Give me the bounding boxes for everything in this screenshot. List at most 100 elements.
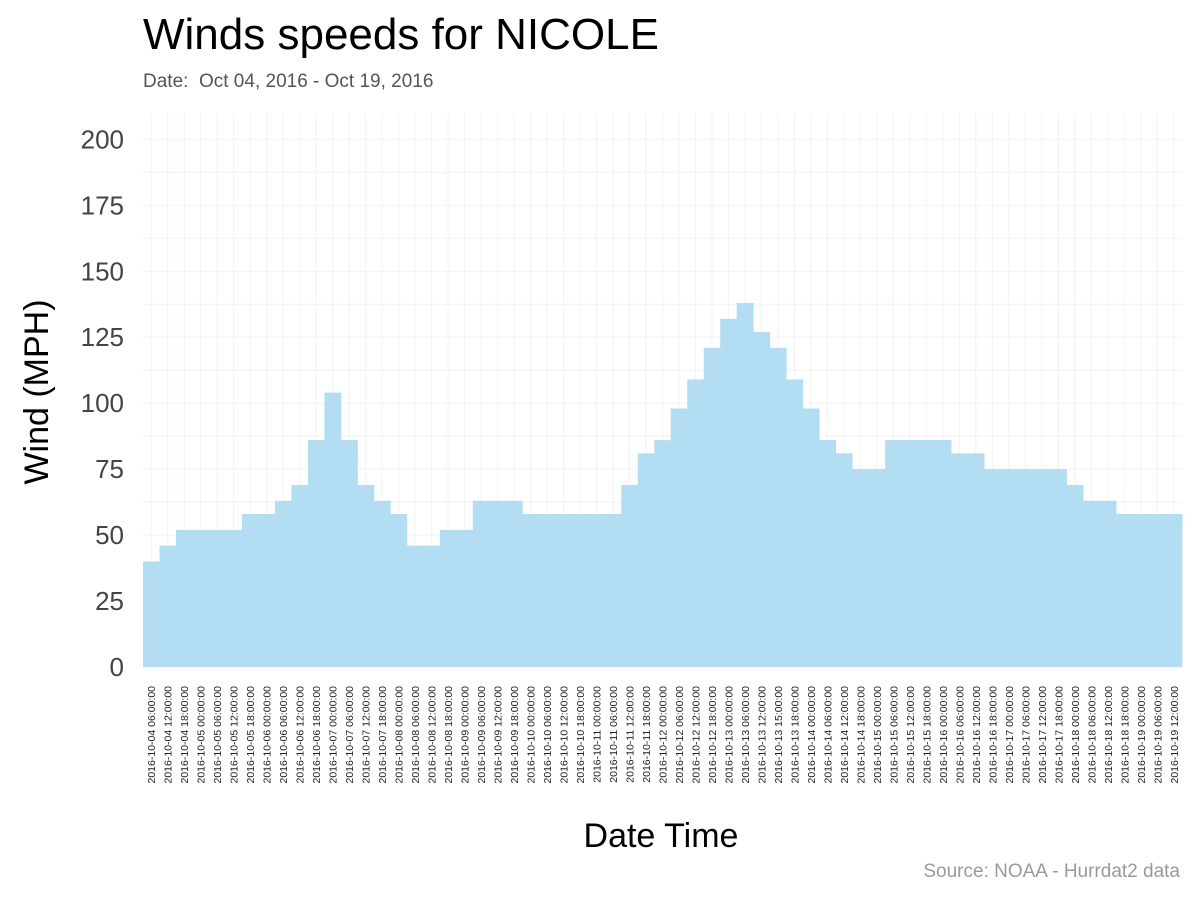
x-tick-label: 2016-10-09 12:00:00 [493,686,505,784]
bar [143,561,160,667]
x-tick-label: 2016-10-14 00:00:00 [806,686,818,784]
x-tick-label: 2016-10-18 06:00:00 [1086,686,1098,784]
bar [885,440,903,667]
x-tick-label: 2016-10-17 00:00:00 [1004,686,1016,784]
x-tick-label: 2016-10-05 00:00:00 [196,686,208,784]
bar [406,545,424,667]
x-tick-label: 2016-10-12 18:00:00 [707,686,719,784]
x-tick-label: 2016-10-10 18:00:00 [575,686,587,784]
x-tick-label: 2016-10-18 12:00:00 [1103,686,1115,784]
bar [1000,469,1018,667]
x-tick-label: 2016-10-10 12:00:00 [559,686,571,784]
bar [357,484,375,667]
chart-subtitle: Date: Oct 04, 2016 - Oct 19, 2016 [143,71,434,92]
bar [1165,513,1183,667]
bar [703,347,721,667]
bar [274,500,292,667]
bar [736,302,754,667]
x-tick-label: 2016-10-06 18:00:00 [311,686,323,784]
x-tick-label: 2016-10-05 06:00:00 [212,686,224,784]
x-tick-label: 2016-10-04 12:00:00 [163,686,175,784]
bar [423,545,441,667]
x-tick-label: 2016-10-05 18:00:00 [245,686,257,784]
bar [753,331,771,667]
x-tick-label: 2016-10-19 06:00:00 [1152,686,1164,784]
bar [654,440,672,667]
x-tick-label: 2016-10-08 18:00:00 [443,686,455,784]
bar [1017,469,1034,667]
y-tick-label: 0 [110,652,124,682]
bar [637,453,655,667]
x-tick-label: 2016-10-11 18:00:00 [641,686,653,783]
bar [208,529,226,667]
bar [720,318,738,667]
bar [555,513,573,667]
x-tick-label: 2016-10-07 12:00:00 [361,686,373,784]
bar [918,440,936,667]
x-tick-label: 2016-10-11 12:00:00 [625,686,637,783]
bar [984,469,1001,667]
bar [571,513,589,667]
bar [835,453,853,667]
bar [868,469,886,667]
x-tick-label: 2016-10-10 00:00:00 [526,686,538,784]
x-axis-title: Date Time [584,817,739,855]
x-tick-label: 2016-10-05 12:00:00 [229,686,241,784]
x-tick-label: 2016-10-14 06:00:00 [822,686,834,784]
bar [1033,469,1051,667]
x-tick-label: 2016-10-14 12:00:00 [839,686,851,784]
x-tick-label: 2016-10-14 18:00:00 [855,686,867,784]
x-tick-label: 2016-10-12 06:00:00 [674,686,686,784]
x-tick-label: 2016-10-07 00:00:00 [328,686,340,784]
bar [472,500,490,667]
bar [687,379,705,667]
bar [439,529,457,667]
x-tick-label: 2016-10-07 18:00:00 [377,686,389,784]
x-tick-label: 2016-10-11 06:00:00 [608,686,620,783]
y-tick-label: 175 [81,190,124,220]
bar [324,392,342,667]
chart-title: Winds speeds for NICOLE [143,10,659,59]
bar [340,440,358,667]
x-tick-label: 2016-10-16 12:00:00 [971,686,983,784]
bar [307,440,325,667]
bar [489,500,507,667]
bar [1116,513,1133,667]
x-tick-label: 2016-10-13 00:00:00 [723,686,735,784]
x-tick-label: 2016-10-19 12:00:00 [1169,686,1181,784]
x-tick-label: 2016-10-13 15:00:00 [773,686,785,784]
x-tick-label: 2016-10-04 06:00:00 [146,686,158,784]
bar [852,469,870,667]
bar [159,545,177,667]
x-tick-label: 2016-10-06 06:00:00 [278,686,290,784]
x-tick-label: 2016-10-18 18:00:00 [1119,686,1131,784]
bar [951,453,969,667]
bar [967,453,985,667]
x-tick-label: 2016-10-12 12:00:00 [690,686,702,784]
bar [934,440,952,667]
bar [192,529,210,667]
bar [291,484,309,667]
y-tick-label: 100 [81,388,124,418]
x-tick-label: 2016-10-12 00:00:00 [658,686,670,784]
x-tick-label: 2016-10-09 00:00:00 [460,686,472,784]
bar [1099,500,1117,667]
bar [802,408,820,667]
bar [1066,484,1084,667]
x-tick-label: 2016-10-06 12:00:00 [295,686,307,784]
bar [1132,513,1150,667]
chart-source-caption: Source: NOAA - Hurrdat2 data [923,861,1180,882]
bar [670,408,688,667]
x-tick-label: 2016-10-06 00:00:00 [262,686,274,784]
y-axis-ticks: 0 25 50 75 100 125 150 175 200 [81,124,124,682]
x-axis-ticks: 2016-10-04 06:00:00 2016-10-04 12:00:00 20… [146,686,1181,784]
y-tick-label: 75 [95,454,124,484]
bar [769,347,787,667]
x-tick-label: 2016-10-08 12:00:00 [427,686,439,784]
x-tick-label: 2016-10-16 06:00:00 [954,686,966,784]
x-tick-label: 2016-10-04 18:00:00 [179,686,191,784]
bar [225,529,243,667]
x-tick-label: 2016-10-17 18:00:00 [1053,686,1065,784]
x-tick-label: 2016-10-08 06:00:00 [410,686,422,784]
